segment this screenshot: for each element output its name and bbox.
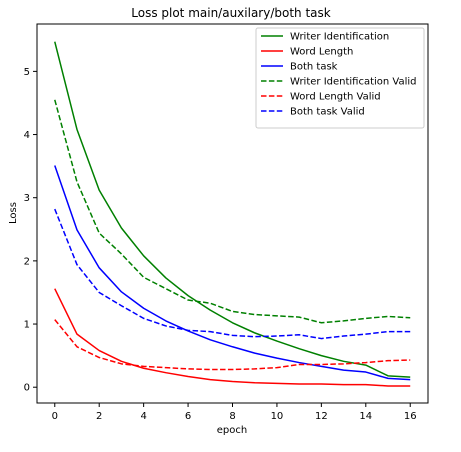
x-tick-label: 10: [271, 411, 284, 422]
x-tick-label: 4: [140, 411, 146, 422]
legend: Writer Identification Word Length Both tas…: [255, 27, 425, 129]
x-tick-label: 16: [404, 411, 417, 422]
x-axis-label: epoch: [217, 425, 247, 436]
x-tick-label: 12: [315, 411, 328, 422]
series-line-1: [54, 41, 411, 378]
y-axis: 0 1 2 3 4 5: [24, 67, 37, 394]
y-tick-label: 3: [24, 193, 30, 204]
chart-title: Loss plot main/auxilary/both task: [131, 6, 331, 20]
legend-label: Both task Valid: [290, 107, 365, 118]
series-line-3: [54, 165, 411, 381]
x-tick-label: 8: [229, 411, 235, 422]
legend-box: [255, 27, 425, 129]
y-tick-label: 2: [24, 256, 30, 267]
legend-label: Writer Identification Valid: [290, 77, 417, 88]
x-tick-label: 14: [359, 411, 372, 422]
series-line-2: [54, 288, 411, 387]
legend-label: Writer Identification: [290, 32, 389, 43]
y-tick-label: 4: [24, 130, 30, 141]
legend-label: Word Length: [290, 47, 353, 58]
x-tick-label: 6: [185, 411, 191, 422]
legend-label: Word Length Valid: [290, 92, 381, 103]
y-tick-label: 1: [24, 320, 30, 331]
x-tick-label: 2: [96, 411, 102, 422]
y-tick-label: 0: [24, 383, 30, 394]
x-axis: 0 2 4 6 8 10 12 14 16: [52, 403, 417, 422]
series-line-4: [54, 99, 411, 324]
x-tick-label: 0: [52, 411, 58, 422]
legend-label: Both task: [290, 62, 338, 73]
series-line-6: [54, 208, 411, 340]
y-tick-label: 5: [24, 67, 30, 78]
series-line-5: [54, 319, 411, 371]
y-axis-label: Loss: [8, 202, 19, 224]
